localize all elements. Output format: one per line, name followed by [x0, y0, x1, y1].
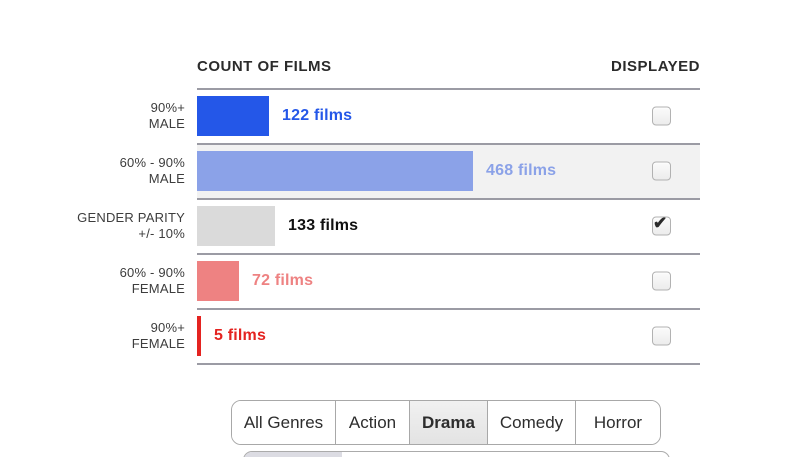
row-label-90-male: 90%+ MALE	[0, 88, 185, 143]
row-label-60-90-male: 60% - 90% MALE	[0, 143, 185, 198]
row-band	[197, 198, 700, 253]
row-band	[197, 308, 700, 363]
value-label-gender-parity: 133 films	[288, 216, 359, 234]
row-label-line1: GENDER PARITY	[77, 209, 185, 225]
chart-row-60-90-female: 60% - 90% FEMALE 72 films ✔	[0, 253, 700, 308]
value-label-90-male: 122 films	[282, 106, 353, 124]
second-filter-group-partial[interactable]	[243, 451, 670, 457]
chart-row-90-female: 90%+ FEMALE 5 films ✔	[0, 308, 700, 363]
row-label-line1: 90%+	[150, 319, 185, 335]
row-label-line1: 90%+	[150, 99, 185, 115]
chart-row-gender-parity: GENDER PARITY +/- 10% 133 films ✔	[0, 198, 700, 253]
chart-rows: 90%+ MALE 122 films ✔ 60% - 90% MALE 468…	[0, 88, 700, 363]
table-bottom-divider	[197, 363, 700, 365]
row-label-line2: FEMALE	[131, 335, 185, 351]
row-label-gender-parity: GENDER PARITY +/- 10%	[0, 198, 185, 253]
row-label-line2: MALE	[148, 170, 185, 186]
row-label-line2: +/- 10%	[138, 225, 185, 241]
row-label-line1: 60% - 90%	[119, 264, 185, 280]
row-label-90-female: 90%+ FEMALE	[0, 308, 185, 363]
bar-90-female	[197, 315, 201, 356]
bar-90-male	[197, 95, 269, 136]
count-of-films-header: COUNT OF FILMS	[197, 58, 332, 75]
displayed-checkbox-90-female[interactable]: ✔	[652, 326, 671, 345]
partial-selected-segment	[244, 452, 342, 457]
genre-tab-all-genres[interactable]: All Genres	[232, 401, 336, 444]
checkmark-icon: ✔	[653, 213, 668, 232]
displayed-checkbox-60-90-female[interactable]: ✔	[652, 271, 671, 290]
row-label-line1: 60% - 90%	[119, 154, 185, 170]
genre-tab-drama[interactable]: Drama	[410, 401, 488, 444]
bar-60-90-male	[197, 150, 473, 191]
bar-gender-parity	[197, 205, 275, 246]
chart-row-90-male: 90%+ MALE 122 films ✔	[0, 88, 700, 143]
value-label-60-90-female: 72 films	[252, 271, 314, 289]
row-label-line2: FEMALE	[131, 280, 185, 296]
row-band	[197, 88, 700, 143]
genre-tab-action[interactable]: Action	[336, 401, 410, 444]
row-label-line2: MALE	[148, 115, 185, 131]
bar-60-90-female	[197, 260, 239, 301]
displayed-header: DISPLAYED	[611, 58, 700, 75]
displayed-checkbox-90-male[interactable]: ✔	[652, 106, 671, 125]
chart-row-60-90-male: 60% - 90% MALE 468 films ✔	[0, 143, 700, 198]
displayed-checkbox-gender-parity[interactable]: ✔	[652, 213, 671, 235]
row-label-60-90-female: 60% - 90% FEMALE	[0, 253, 185, 308]
genre-filter-group: All Genres Action Drama Comedy Horror	[231, 400, 661, 445]
value-label-60-90-male: 468 films	[486, 161, 557, 179]
genre-tab-horror[interactable]: Horror	[576, 401, 660, 444]
value-label-90-female: 5 films	[214, 326, 267, 344]
displayed-checkbox-60-90-male[interactable]: ✔	[652, 161, 671, 180]
genre-tab-comedy[interactable]: Comedy	[488, 401, 576, 444]
row-band	[197, 253, 700, 308]
